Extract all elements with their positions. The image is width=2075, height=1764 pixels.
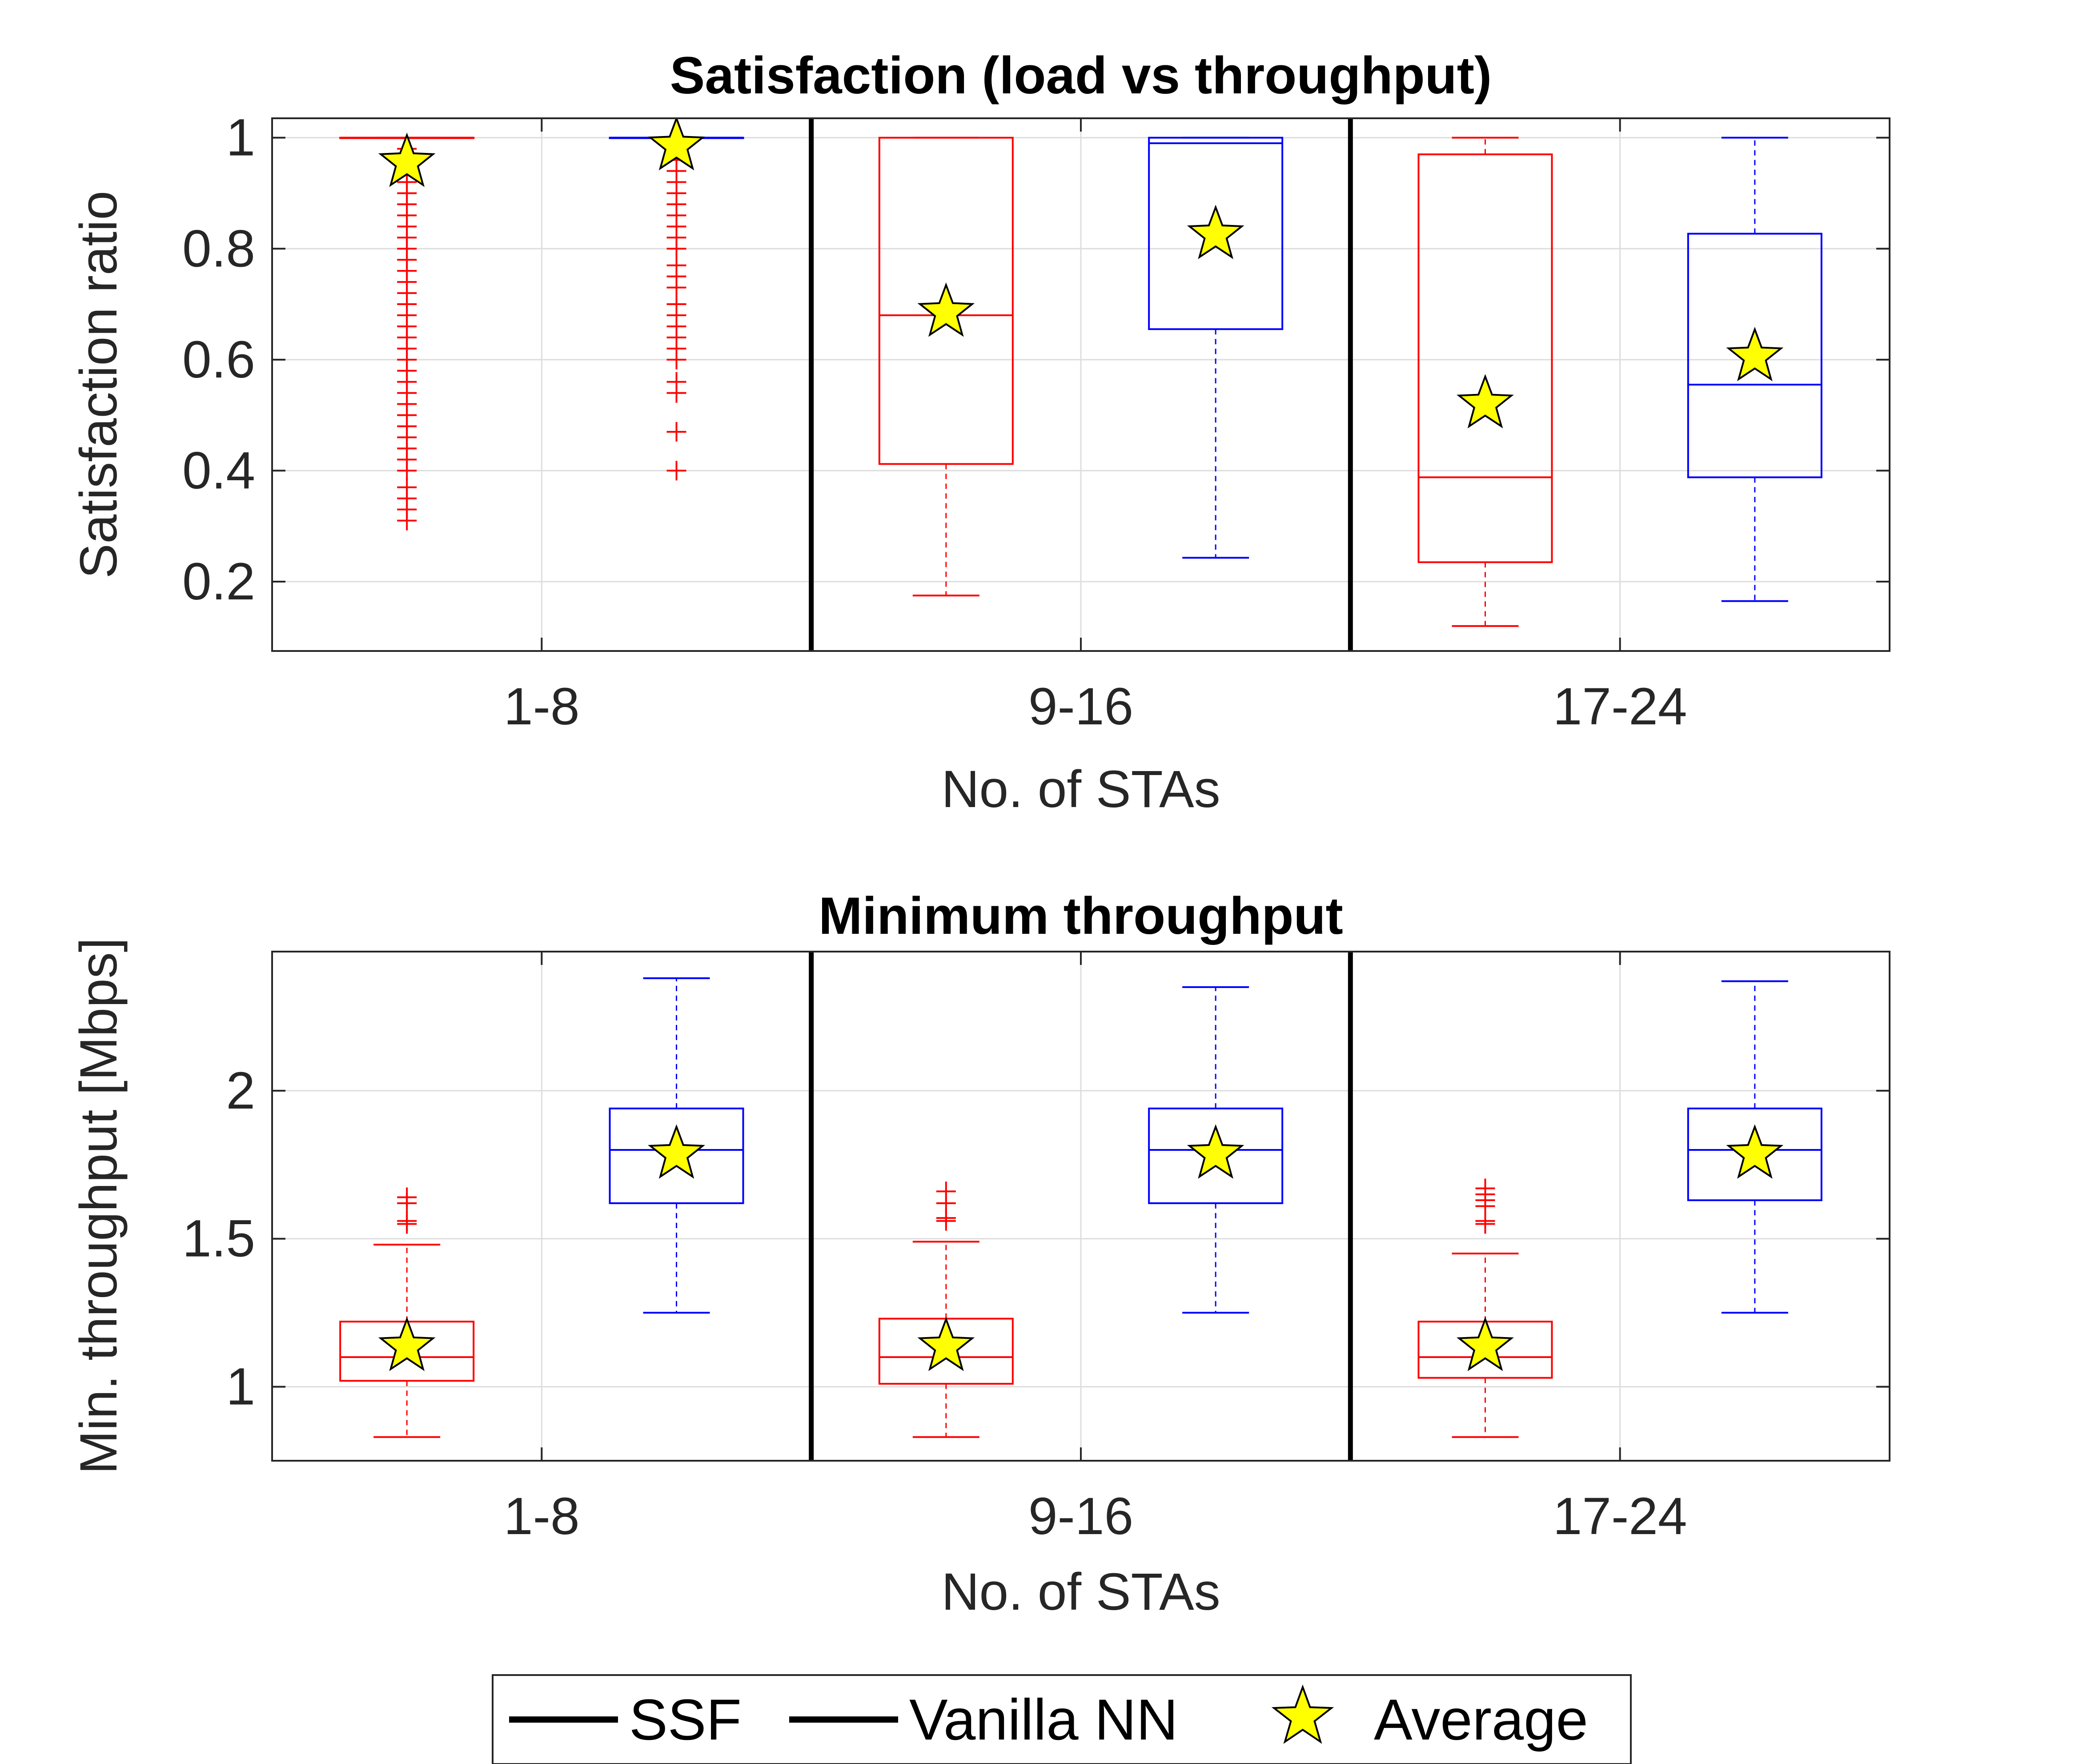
box-ssf-17-24 bbox=[1417, 1178, 1553, 1438]
x-tick-label: 17-24 bbox=[1553, 677, 1687, 736]
legend-label-average: Average bbox=[1374, 1687, 1588, 1752]
mean-star-icon bbox=[1457, 1316, 1514, 1371]
iqr-box bbox=[609, 1107, 744, 1204]
x-axis-label: No. of STAs bbox=[941, 760, 1220, 819]
mean-star-icon bbox=[1726, 1124, 1784, 1179]
outlier-marker bbox=[666, 255, 686, 275]
mean-star-icon bbox=[1187, 205, 1244, 259]
box-vanilla-9-16 bbox=[1148, 986, 1284, 1314]
box-vanilla-1-8 bbox=[609, 118, 744, 481]
mean-star-icon bbox=[917, 1316, 975, 1371]
box-ssf-1-8 bbox=[339, 1187, 475, 1438]
outlier-marker bbox=[666, 422, 686, 442]
y-tick-label: 1 bbox=[226, 108, 255, 167]
y-tick-label: 0.8 bbox=[182, 219, 255, 278]
y-axis-label: Satisfaction ratio bbox=[69, 191, 128, 579]
box-ssf-9-16 bbox=[878, 1181, 1014, 1438]
grid-lines bbox=[272, 118, 1890, 651]
outlier-marker bbox=[1475, 1178, 1495, 1198]
box-plot-marks bbox=[339, 977, 1822, 1438]
mean-star-icon bbox=[648, 1124, 705, 1179]
outlier-marker bbox=[397, 1187, 417, 1207]
box-ssf-9-16 bbox=[878, 137, 1014, 597]
grid-lines bbox=[272, 952, 1890, 1461]
iqr-box bbox=[878, 137, 1014, 465]
box-ssf-17-24 bbox=[1417, 137, 1553, 627]
mean-star-icon bbox=[917, 282, 975, 337]
iqr-box bbox=[1148, 1107, 1284, 1204]
y-tick-label: 2 bbox=[226, 1061, 255, 1120]
mean-star-icon bbox=[378, 1316, 436, 1371]
mean-star-icon bbox=[1457, 374, 1514, 429]
box-vanilla-1-8 bbox=[609, 977, 744, 1314]
outlier-marker bbox=[397, 477, 417, 497]
x-tick-label: 9-16 bbox=[1028, 1487, 1133, 1546]
outlier-marker bbox=[936, 1181, 956, 1201]
iqr-box bbox=[1687, 233, 1822, 478]
outlier-marker bbox=[397, 1211, 417, 1231]
legend-star-icon bbox=[1271, 1684, 1334, 1744]
iqr-box bbox=[1417, 153, 1553, 563]
y-tick-label: 0.2 bbox=[182, 552, 255, 611]
x-tick-label: 9-16 bbox=[1028, 677, 1133, 736]
axis-ticks: 0.2 0.4 0.6 0.8 1 1-8 9-16 17-24 bbox=[182, 108, 1890, 736]
y-tick-label: 0.4 bbox=[182, 441, 255, 500]
iqr-box bbox=[1687, 1107, 1822, 1201]
box-ssf-1-8 bbox=[339, 133, 475, 530]
chart-title: Satisfaction (load vs throughput) bbox=[670, 46, 1492, 105]
box-vanilla-9-16 bbox=[1148, 137, 1284, 559]
x-axis-label: No. of STAs bbox=[941, 1563, 1220, 1621]
mean-star-icon bbox=[378, 133, 436, 187]
y-tick-label: 1.5 bbox=[182, 1209, 255, 1268]
x-tick-label: 17-24 bbox=[1553, 1487, 1687, 1546]
iqr-box bbox=[1148, 137, 1284, 330]
legend-label-ssf: SSF bbox=[629, 1687, 742, 1752]
mean-star-icon bbox=[648, 118, 705, 171]
y-tick-label: 0.6 bbox=[182, 330, 255, 389]
chart-title: Minimum throughput bbox=[819, 887, 1343, 945]
legend-box bbox=[492, 1674, 1632, 1764]
chart-panel-min-throughput: 1 1.5 2 1-8 9-16 17-24 Minimum throughput Min… bbox=[69, 887, 1890, 1621]
outlier-marker bbox=[666, 372, 686, 392]
box-vanilla-17-24 bbox=[1687, 980, 1822, 1314]
chart-panel-satisfaction: 0.2 0.4 0.6 0.8 1 1-8 9-16 17-24 Satisfaction (… bbox=[69, 46, 1890, 819]
box-plot-marks bbox=[339, 118, 1822, 627]
mean-star-icon bbox=[1726, 326, 1784, 382]
legend-label-vanilla: Vanilla NN bbox=[909, 1687, 1178, 1752]
y-axis-label: Min. throughput [Mbps] bbox=[69, 938, 128, 1475]
x-tick-label: 1-8 bbox=[504, 1487, 580, 1546]
legend: SSF Vanilla NN Average bbox=[492, 1674, 1632, 1764]
x-tick-label: 1-8 bbox=[504, 677, 580, 736]
y-tick-label: 1 bbox=[226, 1358, 255, 1416]
box-vanilla-17-24 bbox=[1687, 137, 1822, 602]
mean-star-icon bbox=[1187, 1124, 1244, 1179]
outlier-marker bbox=[666, 461, 686, 481]
group-separators bbox=[809, 118, 1353, 651]
axis-ticks: 1 1.5 2 1-8 9-16 17-24 bbox=[182, 952, 1890, 1546]
outlier-marker bbox=[666, 294, 686, 314]
group-separators bbox=[809, 952, 1353, 1461]
